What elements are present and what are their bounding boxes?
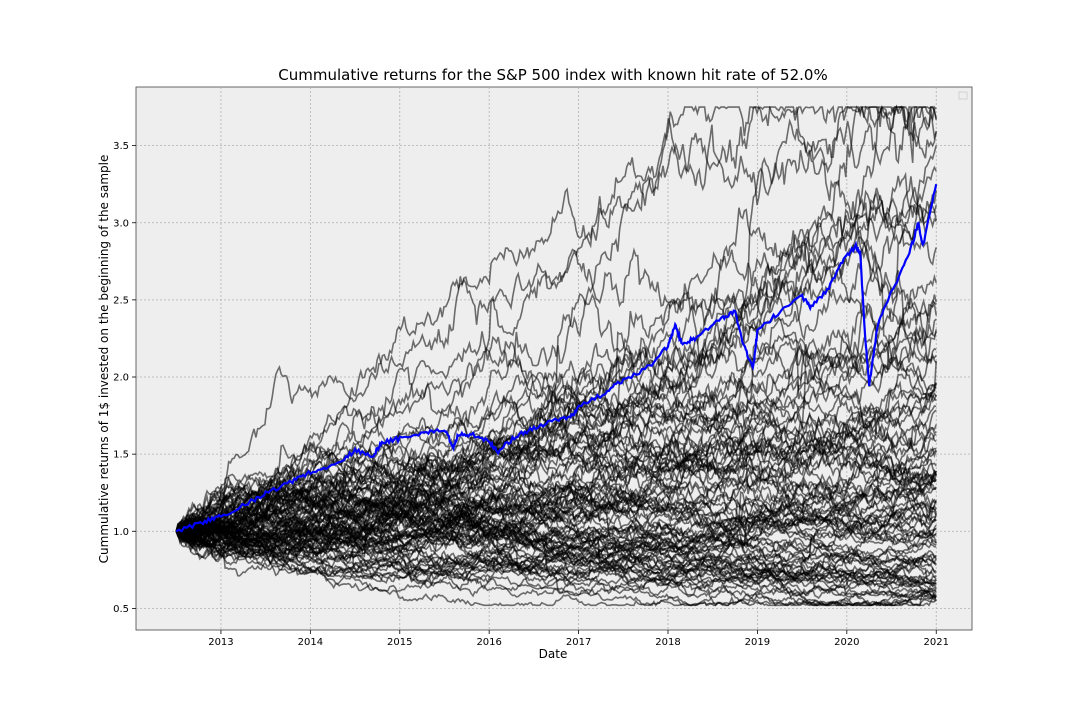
x-tick-label: 2020 xyxy=(834,637,859,648)
highlight-line xyxy=(175,183,938,533)
y-tick-label: 1.5 xyxy=(113,450,129,461)
simulation-line xyxy=(175,331,937,535)
chart-title: Cummulative returns for the S&P 500 inde… xyxy=(278,66,827,84)
simulation-line xyxy=(175,524,937,599)
simulation-line xyxy=(175,317,937,558)
simulation-line xyxy=(175,439,937,537)
simulation-line xyxy=(175,331,937,545)
x-axis-label: Date xyxy=(539,647,568,661)
simulation-line xyxy=(175,145,937,552)
legend-box xyxy=(958,91,968,100)
x-tick-label: 2017 xyxy=(566,637,591,648)
x-tick-label: 2013 xyxy=(208,637,233,648)
x-tick-label: 2015 xyxy=(387,637,412,648)
x-tick-label: 2018 xyxy=(655,637,680,648)
simulation-line xyxy=(175,523,937,598)
y-tick-label: 2.5 xyxy=(113,295,129,306)
y-tick-label: 2.0 xyxy=(113,373,129,384)
simulation-line xyxy=(175,400,937,544)
legend xyxy=(958,91,968,100)
simulation-line xyxy=(175,473,937,560)
highlight-series-group xyxy=(175,183,938,533)
x-tick-label: 2014 xyxy=(298,637,323,648)
simulation-line xyxy=(175,508,937,607)
y-tick-label: 3.0 xyxy=(113,218,129,229)
simulation-line xyxy=(175,500,937,568)
simulation-line xyxy=(175,313,937,537)
simulation-series-group xyxy=(175,104,937,607)
simulation-line xyxy=(175,487,937,573)
y-tick-label: 0.5 xyxy=(113,604,129,615)
simulation-line xyxy=(175,470,937,557)
simulation-line xyxy=(175,104,937,539)
simulation-line xyxy=(175,106,937,537)
y-tick-label: 3.5 xyxy=(113,141,129,152)
simulation-line xyxy=(175,527,937,607)
y-axis-label: Cummulative returns of 1$ invested on th… xyxy=(97,155,111,564)
simulation-line xyxy=(175,470,937,562)
x-tick-label: 2016 xyxy=(476,637,501,648)
simulation-line xyxy=(175,408,937,539)
simulation-line xyxy=(175,420,937,556)
x-tick-label: 2021 xyxy=(924,637,949,648)
simulation-line xyxy=(175,239,937,541)
simulation-line xyxy=(175,171,937,532)
y-tick-label: 1.0 xyxy=(113,527,129,538)
simulation-line xyxy=(175,406,937,548)
x-tick-label: 2019 xyxy=(745,637,770,648)
axis-ticks: 2013 2014 2015 2016 2017 2018 2019 2020 2021 0.5 1… xyxy=(113,141,949,648)
